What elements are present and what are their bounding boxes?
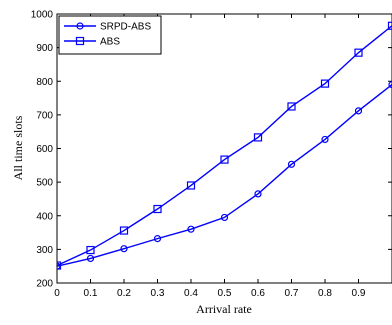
y-tick-label: 900 bbox=[36, 43, 53, 54]
legend: SRPD-ABS ABS bbox=[59, 16, 161, 54]
y-tick-label: 300 bbox=[36, 245, 53, 256]
x-axis-title: Arrival rate bbox=[196, 302, 252, 316]
x-tick-label: 0.7 bbox=[285, 288, 299, 299]
x-tick-label: 0.3 bbox=[151, 288, 165, 299]
y-tick-label: 200 bbox=[36, 279, 53, 290]
x-tick-label: 0.8 bbox=[318, 288, 332, 299]
y-tick-label: 400 bbox=[36, 211, 53, 222]
x-tick-label: 0 bbox=[54, 288, 60, 299]
x-tick-label: 0.9 bbox=[352, 288, 366, 299]
x-tick-label: 0.4 bbox=[184, 288, 198, 299]
x-tick-label: 0.6 bbox=[251, 288, 265, 299]
legend-label: SRPD-ABS bbox=[100, 22, 151, 33]
y-tick-label: 500 bbox=[36, 178, 53, 189]
x-tick-label: 0.1 bbox=[84, 288, 98, 299]
y-axis-title: All time slots bbox=[11, 115, 25, 180]
x-tick-label: 0.2 bbox=[117, 288, 131, 299]
y-tick-label: 1000 bbox=[31, 10, 54, 21]
x-tick-label: 0.5 bbox=[218, 288, 232, 299]
y-tick-label: 700 bbox=[36, 110, 53, 121]
y-tick-label: 600 bbox=[36, 144, 53, 155]
y-tick-label: 800 bbox=[36, 77, 53, 88]
legend-label: ABS bbox=[100, 37, 120, 48]
